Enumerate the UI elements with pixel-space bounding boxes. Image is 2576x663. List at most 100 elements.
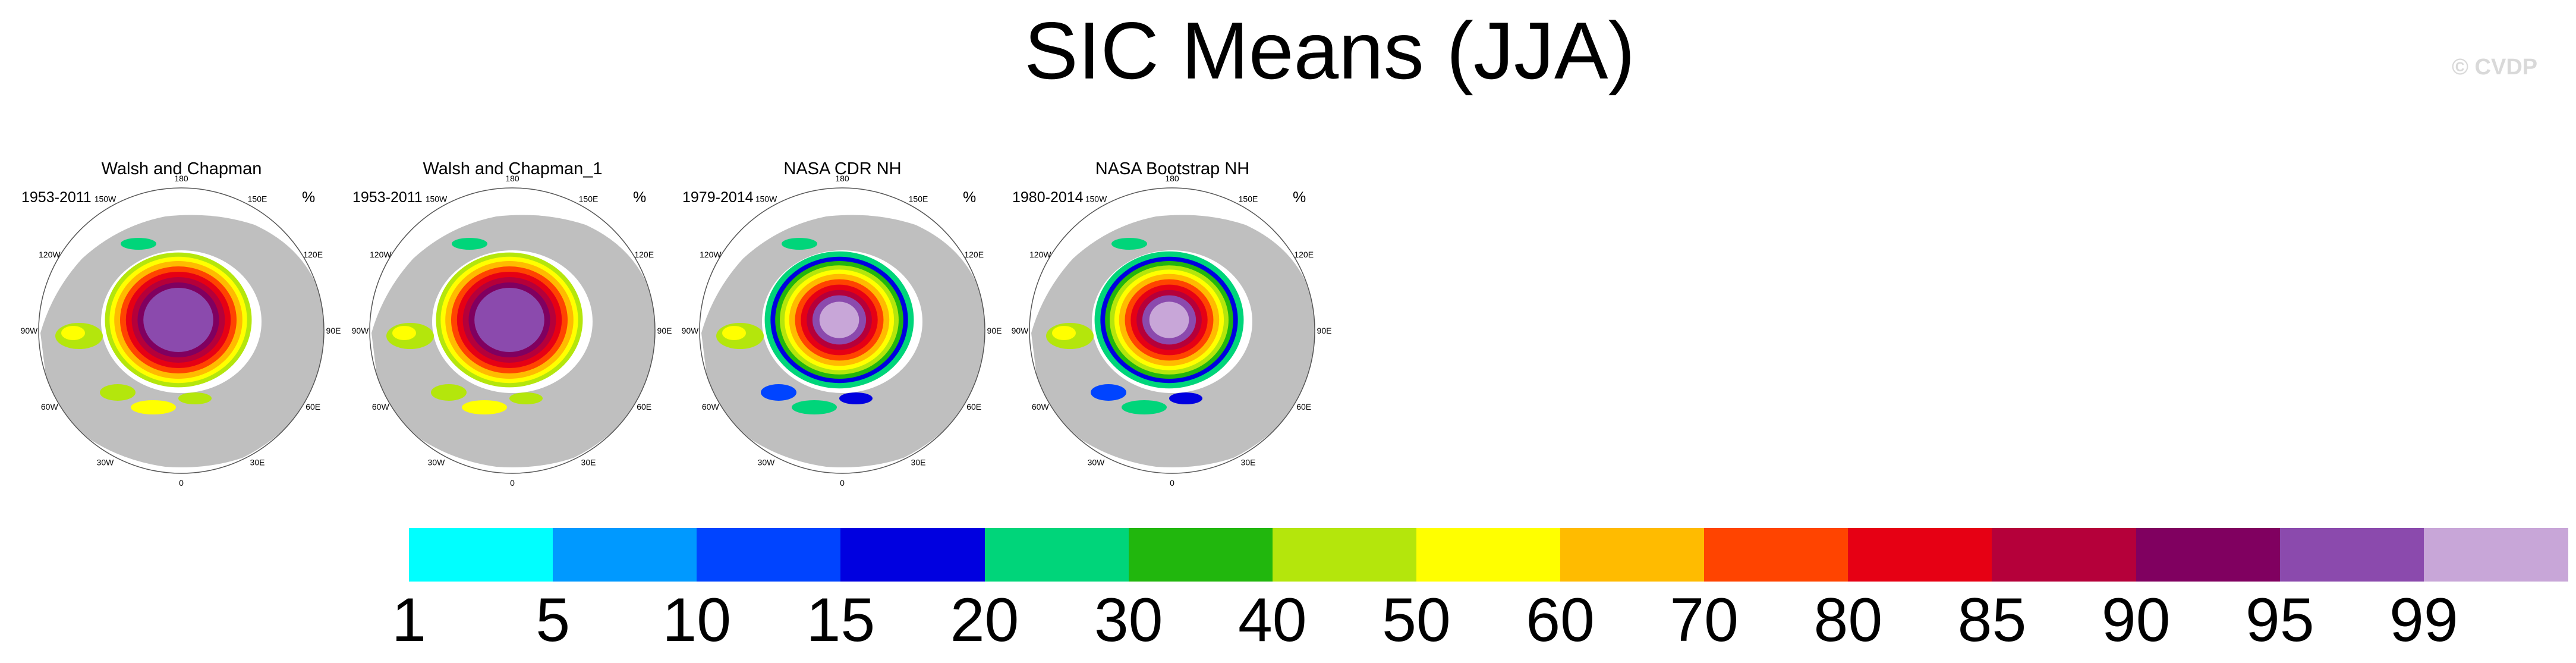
colorbar-box xyxy=(1704,528,1849,582)
colorbar-tick-label: 10 xyxy=(662,586,732,655)
colorbar-box xyxy=(1848,528,1993,582)
longitude-label: 30E xyxy=(250,458,265,467)
panel-units: % xyxy=(302,189,316,206)
longitude-label: 120E xyxy=(303,250,323,259)
ice-patch xyxy=(131,400,176,414)
colorbar-box xyxy=(1560,528,1705,582)
longitude-label: 30W xyxy=(758,458,776,467)
ice-patch xyxy=(121,238,156,250)
panel-title: Walsh and Chapman xyxy=(101,159,262,178)
ice-patch xyxy=(1122,400,1167,414)
longitude-label: 60W xyxy=(702,402,720,411)
longitude-label: 0 xyxy=(510,478,515,488)
colorbar-tick-label: 60 xyxy=(1526,586,1595,655)
colorbar-tick-label: 40 xyxy=(1237,586,1307,655)
longitude-label: 120W xyxy=(1029,250,1051,259)
panel-period: 1979-2014 xyxy=(682,189,754,206)
panel-units: % xyxy=(963,189,977,206)
longitude-label: 180 xyxy=(505,174,519,183)
longitude-label: 120W xyxy=(700,250,722,259)
colorbar-tick-label: 95 xyxy=(2245,586,2314,655)
longitude-label: 150W xyxy=(1085,194,1107,203)
colorbar xyxy=(409,528,2568,582)
map-panel: 180 150E 120E 90E 60E 30E 0 30W 60W 90W 120W 150W NA… xyxy=(678,155,1007,494)
ice-patch xyxy=(722,326,746,340)
map-boundary xyxy=(699,187,985,474)
polar-map: 180 150E 120E 90E 60E 30E 0 30W 60W 90W 120W 150W xyxy=(352,174,672,488)
panel-title: Walsh and Chapman_1 xyxy=(423,159,603,178)
longitude-label: 60E xyxy=(1296,402,1311,411)
longitude-label: 30W xyxy=(1088,458,1106,467)
colorbar-box xyxy=(2279,528,2424,582)
colorbar-box xyxy=(409,528,554,582)
copyright-label: © CVDP xyxy=(2452,55,2538,80)
longitude-label: 0 xyxy=(1170,478,1174,488)
colorbar-box xyxy=(2136,528,2281,582)
longitude-label: 30E xyxy=(1241,458,1256,467)
longitude-label: 90E xyxy=(1317,326,1332,335)
ice-patch xyxy=(100,384,136,401)
longitude-label: 90W xyxy=(682,326,700,335)
ice-patch xyxy=(792,400,837,414)
longitude-label: 30E xyxy=(911,458,926,467)
longitude-label: 60W xyxy=(41,402,59,411)
ice-patch xyxy=(462,400,507,414)
map-boundary xyxy=(369,187,656,474)
longitude-label: 0 xyxy=(179,478,184,488)
panel-title: NASA CDR NH xyxy=(783,159,902,178)
longitude-label: 120W xyxy=(370,250,392,259)
colorbar-box xyxy=(1416,528,1561,582)
longitude-label: 60E xyxy=(306,402,320,411)
longitude-label: 180 xyxy=(174,174,188,183)
map-panel: 180 150E 120E 90E 60E 30E 0 30W 60W 90W 120W 150W NA… xyxy=(1007,155,1337,494)
longitude-label: 90E xyxy=(326,326,341,335)
map-panel: 180 150E 120E 90E 60E 30E 0 30W 60W 90W 120W 150W Wa… xyxy=(348,155,678,494)
colorbar-tick-label: 1 xyxy=(392,586,426,655)
longitude-label: 30E xyxy=(581,458,596,467)
ice-patch xyxy=(782,238,817,250)
ice-concentration-band xyxy=(819,301,859,338)
ice-patch xyxy=(1111,238,1147,250)
colorbar-box xyxy=(697,528,842,582)
colorbar-tick-label: 85 xyxy=(1957,586,2027,655)
map-boundary xyxy=(38,187,325,474)
longitude-label: 90W xyxy=(21,326,39,335)
longitude-label: 150W xyxy=(426,194,448,203)
ice-patch xyxy=(1169,392,1202,404)
longitude-label: 150W xyxy=(755,194,777,203)
colorbar-box xyxy=(2423,528,2568,582)
panel-title: NASA Bootstrap NH xyxy=(1095,159,1250,178)
longitude-label: 30W xyxy=(97,458,115,467)
ice-patch xyxy=(392,326,416,340)
polar-map: 180 150E 120E 90E 60E 30E 0 30W 60W 90W 120W 150W xyxy=(1012,174,1332,488)
panel-period: 1953-2011 xyxy=(352,189,423,206)
longitude-label: 90W xyxy=(352,326,370,335)
colorbar-tick-label: 20 xyxy=(950,586,1019,655)
ice-patch xyxy=(761,384,796,401)
panel-period: 1953-2011 xyxy=(21,189,92,206)
longitude-label: 120W xyxy=(39,250,61,259)
longitude-label: 150E xyxy=(248,194,267,203)
longitude-label: 90W xyxy=(1012,326,1029,335)
polar-map: 180 150E 120E 90E 60E 30E 0 30W 60W 90W 120W 150W xyxy=(21,174,341,488)
colorbar-box xyxy=(1272,528,1417,582)
longitude-label: 120E xyxy=(964,250,984,259)
panel-units: % xyxy=(633,189,647,206)
ice-concentration-band xyxy=(143,288,213,352)
longitude-label: 180 xyxy=(835,174,849,183)
longitude-label: 60E xyxy=(966,402,981,411)
ice-patch xyxy=(1091,384,1126,401)
colorbar-tick-label: 70 xyxy=(1670,586,1739,655)
colorbar-tick-label: 5 xyxy=(536,586,571,655)
ice-patch xyxy=(61,326,85,340)
colorbar-tick-label: 99 xyxy=(2389,586,2458,655)
longitude-label: 150E xyxy=(579,194,599,203)
map-boundary xyxy=(1029,187,1315,474)
ice-patch xyxy=(178,392,212,404)
ice-patch xyxy=(431,384,467,401)
colorbar-box xyxy=(1992,528,2137,582)
longitude-label: 120E xyxy=(634,250,654,259)
colorbar-box xyxy=(984,528,1129,582)
colorbar-tick-label: 15 xyxy=(806,586,876,655)
colorbar-box xyxy=(553,528,698,582)
